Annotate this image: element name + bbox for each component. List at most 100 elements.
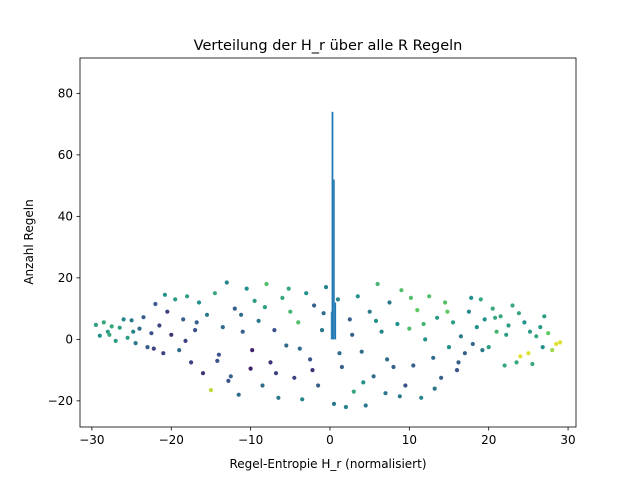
scatter-point xyxy=(506,323,511,328)
scatter-point xyxy=(504,332,509,337)
scatter-point xyxy=(256,318,261,323)
scatter-point xyxy=(470,341,475,347)
histogram-bar xyxy=(334,302,337,340)
scatter-point xyxy=(458,334,463,339)
scatter-point xyxy=(337,351,342,356)
scatter-point xyxy=(121,317,126,322)
scatter-point xyxy=(165,309,170,314)
scatter-point xyxy=(252,298,257,303)
scatter-point xyxy=(542,314,547,319)
x-tick-label: −30 xyxy=(79,433,104,447)
scatter-point xyxy=(530,361,535,367)
scatter-point xyxy=(204,312,210,317)
scatter-point xyxy=(395,321,400,327)
scatter-point xyxy=(224,280,229,285)
scatter-point xyxy=(474,325,479,330)
scatter-point xyxy=(232,306,237,311)
scatter-point xyxy=(264,281,269,287)
scatter-point xyxy=(359,349,364,354)
scatter-point xyxy=(220,325,225,330)
scatter-point xyxy=(151,346,156,351)
scatter-point xyxy=(554,341,559,347)
scatter-point xyxy=(183,338,188,343)
scatter-point xyxy=(482,317,487,322)
scatter-point xyxy=(514,360,519,365)
scatter-point xyxy=(534,334,539,339)
scatter-point xyxy=(93,322,98,327)
scatter-point xyxy=(383,391,388,396)
scatter-point xyxy=(526,351,531,356)
scatter-point xyxy=(419,395,424,400)
scatter-point xyxy=(194,320,199,325)
x-axis-label: Regel-Entropie H_r (normalisiert) xyxy=(229,457,426,471)
scatter-point xyxy=(527,329,533,334)
scatter-point xyxy=(321,311,326,316)
y-tick-label: 80 xyxy=(58,87,73,101)
scatter-point xyxy=(323,285,329,290)
scatter-point xyxy=(516,311,522,316)
x-tick-label: −10 xyxy=(238,433,263,447)
scatter-point xyxy=(379,329,384,334)
scatter-point xyxy=(385,357,390,362)
scatter-point xyxy=(494,329,499,334)
scatter-point xyxy=(262,305,267,310)
x-tick-label: 0 xyxy=(326,433,334,447)
scatter-point xyxy=(149,331,154,336)
y-tick-label: −20 xyxy=(48,394,73,408)
histogram-bar xyxy=(330,311,332,340)
scatter-point xyxy=(350,332,355,337)
scatter-point xyxy=(215,358,220,363)
scatter-point xyxy=(181,317,186,322)
scatter-point xyxy=(466,309,471,314)
scatter-point xyxy=(240,329,245,334)
scatter-point xyxy=(292,375,297,380)
y-tick-label: 40 xyxy=(58,210,73,224)
scatter-point xyxy=(403,383,408,388)
scatter-point xyxy=(510,303,515,308)
scatter-point xyxy=(339,364,344,370)
scatter-point xyxy=(297,346,302,351)
scatter-point xyxy=(343,404,348,410)
scatter-point xyxy=(200,371,206,376)
scatter-point xyxy=(522,320,527,325)
scatter-point xyxy=(284,343,289,348)
scatter-point xyxy=(331,401,337,406)
scatter-point xyxy=(478,297,483,302)
scatter-point xyxy=(286,286,291,291)
scatter-point xyxy=(133,341,138,346)
scatter-point xyxy=(113,338,118,343)
scatter-point xyxy=(319,328,325,333)
scatter-point xyxy=(105,329,110,334)
scatter-point xyxy=(423,337,428,342)
scatter-point xyxy=(288,309,293,314)
y-axis-label: Anzahl Regeln xyxy=(22,199,36,284)
axes-frame xyxy=(79,57,577,428)
scatter-point xyxy=(387,300,392,305)
scatter-point xyxy=(236,392,241,397)
scatter-point xyxy=(445,309,450,314)
scatter-point xyxy=(131,329,136,334)
chart-title: Verteilung der H_r über alle R Regeln xyxy=(194,38,463,54)
scatter-point xyxy=(312,303,317,308)
scatter-point xyxy=(228,374,233,379)
scatter-point xyxy=(446,345,452,350)
scatter-point xyxy=(411,363,416,368)
scatter-point xyxy=(558,340,563,345)
scatter-point xyxy=(367,309,372,314)
scatter-point xyxy=(399,288,404,293)
scatter-point xyxy=(296,320,301,325)
scatter-point xyxy=(486,345,491,350)
scatter-point xyxy=(373,318,379,323)
scatter-point xyxy=(462,351,467,356)
scatter-point xyxy=(101,320,106,325)
scatter-point xyxy=(407,326,412,331)
scatter-point xyxy=(145,345,150,350)
scatter-point xyxy=(391,364,396,370)
scatter-point xyxy=(443,300,448,305)
scatter-point xyxy=(117,325,122,330)
scatter-point xyxy=(361,380,366,385)
scatter-point xyxy=(397,394,402,399)
scatter-point xyxy=(226,378,231,383)
scatter-point xyxy=(427,294,432,299)
